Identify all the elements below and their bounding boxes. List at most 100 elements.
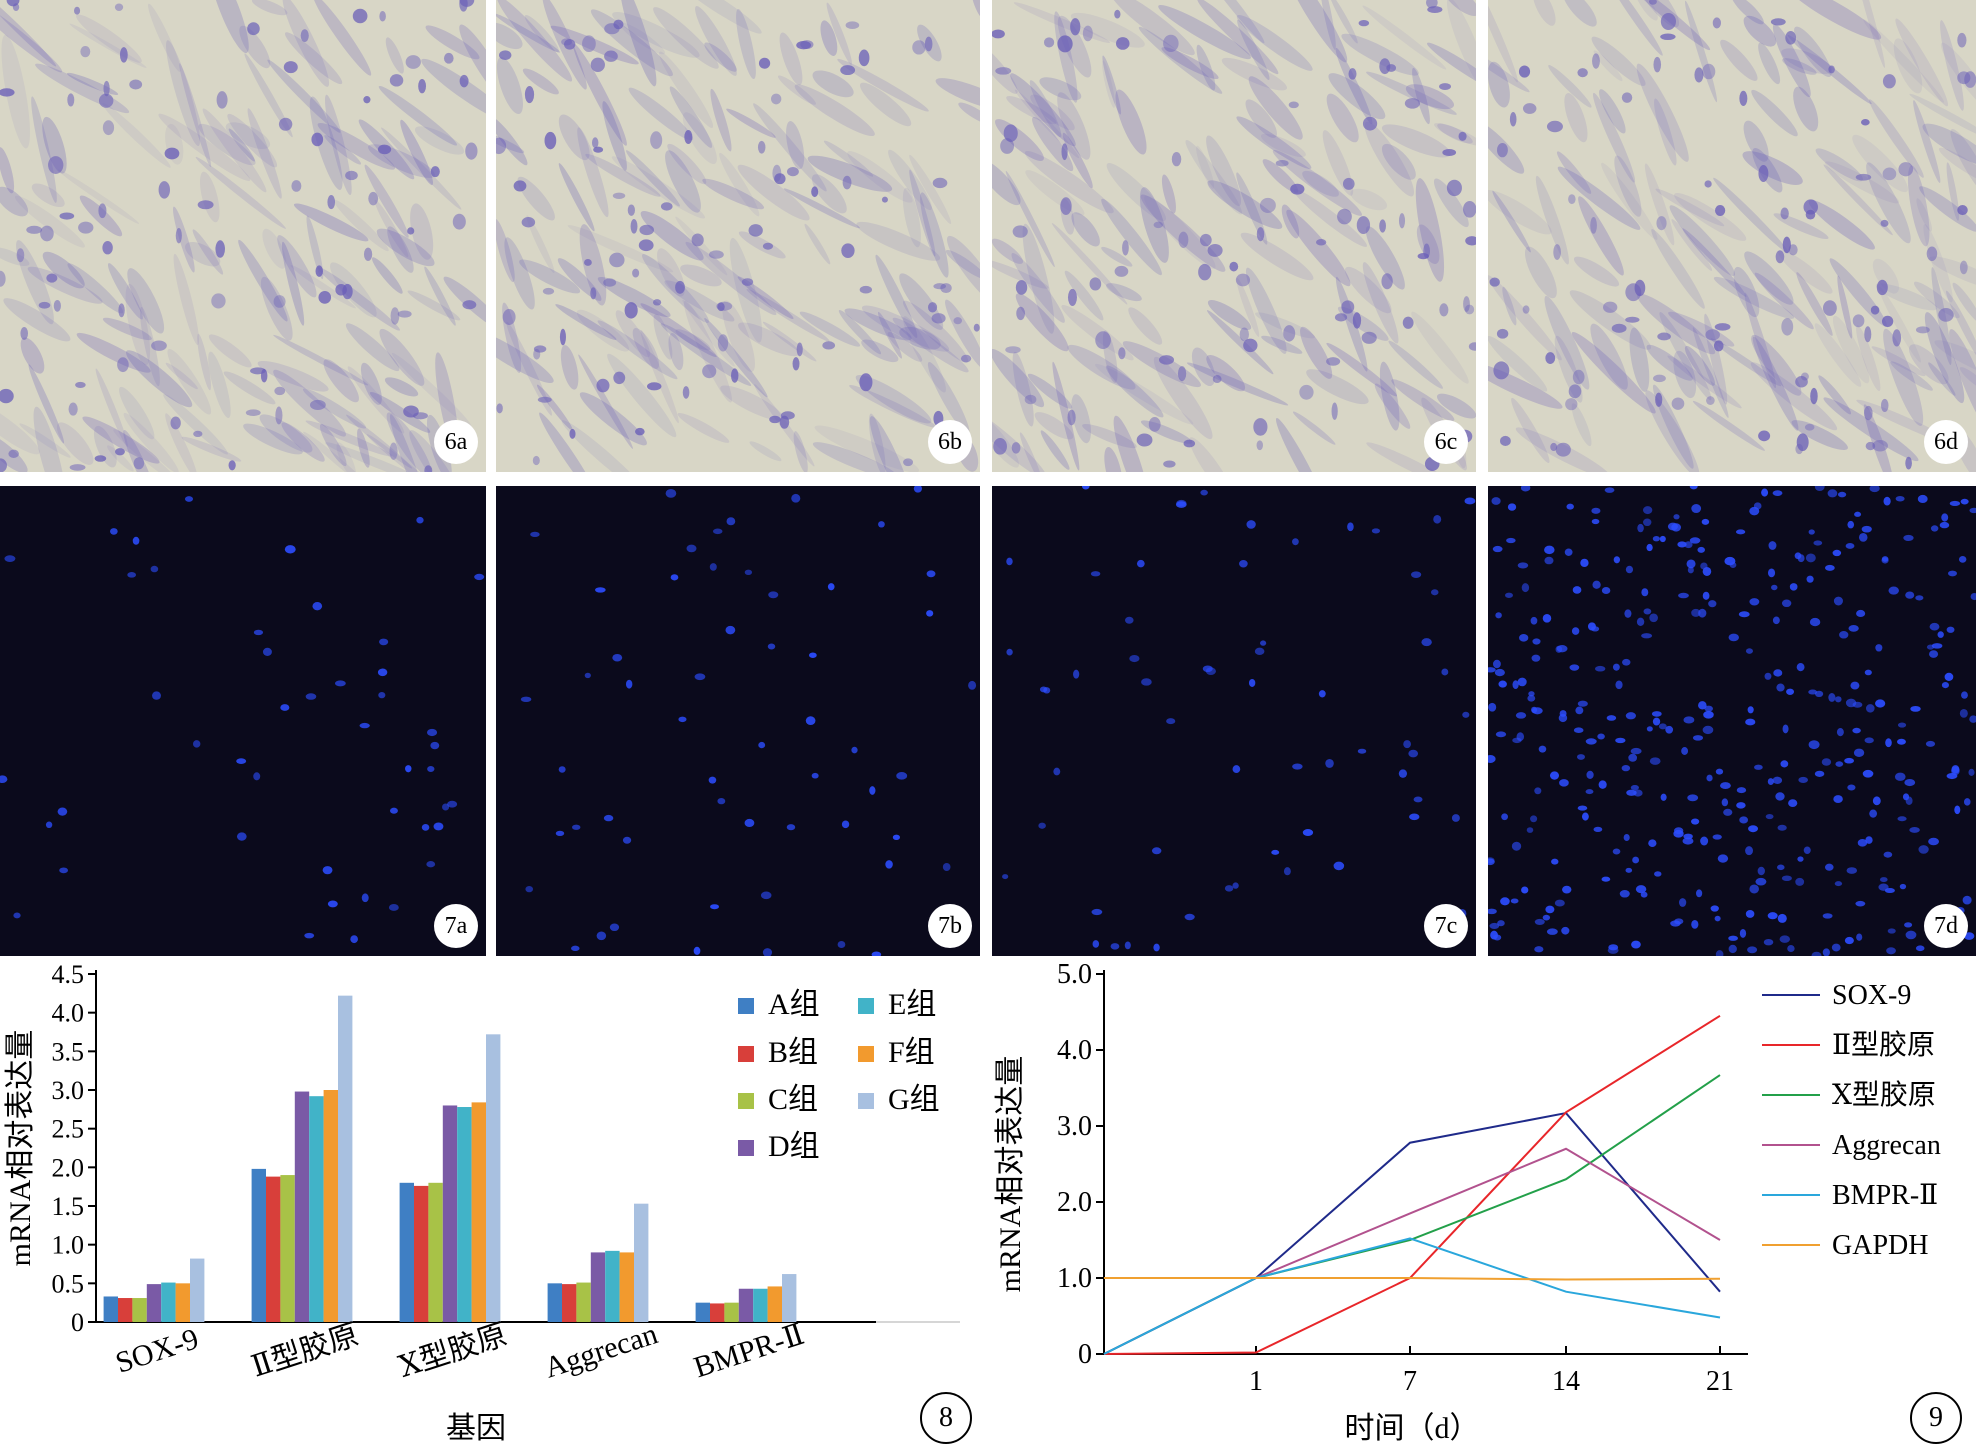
stained-nucleus xyxy=(1861,119,1870,126)
stained-fiber xyxy=(1185,140,1243,215)
stained-fiber xyxy=(1808,199,1875,250)
stained-fiber xyxy=(1362,262,1399,344)
fluor-panel-7a: 7a xyxy=(0,486,486,956)
bar xyxy=(486,1034,501,1322)
fluorescent-nucleus xyxy=(744,569,753,575)
stained-nucleus xyxy=(119,47,128,63)
stained-fiber xyxy=(67,263,124,314)
stained-fiber xyxy=(347,366,405,434)
stained-fiber xyxy=(273,334,369,386)
stained-fiber xyxy=(1720,39,1758,81)
stained-nucleus xyxy=(1621,92,1633,103)
stained-fiber xyxy=(1411,311,1469,384)
fluorescent-nucleus xyxy=(1864,669,1872,676)
fluorescent-nucleus xyxy=(1413,796,1423,803)
stained-fiber xyxy=(1024,150,1114,214)
stained-fiber xyxy=(1262,159,1299,193)
fluorescent-nucleus xyxy=(1814,770,1825,777)
stained-fiber xyxy=(1434,123,1476,146)
stained-fiber xyxy=(1236,172,1268,245)
stained-fiber xyxy=(1381,124,1451,158)
stained-fiber xyxy=(119,386,155,440)
stained-nucleus xyxy=(452,213,466,230)
stained-nucleus xyxy=(38,301,51,309)
stained-nucleus xyxy=(1795,376,1808,388)
stained-fiber xyxy=(558,163,595,232)
stained-fiber xyxy=(369,391,431,433)
stained-fiber xyxy=(1206,310,1274,375)
stained-fiber xyxy=(737,164,810,221)
stained-fiber xyxy=(125,283,151,366)
stained-nucleus xyxy=(74,6,81,15)
fluorescent-nucleus xyxy=(1813,540,1823,546)
stained-fiber xyxy=(1153,356,1213,440)
stained-fiber xyxy=(1578,196,1624,276)
bar xyxy=(414,1185,429,1322)
stained-fiber xyxy=(1106,163,1166,222)
stained-nucleus xyxy=(1003,124,1018,143)
stained-fiber xyxy=(198,123,256,166)
fluorescent-nucleus xyxy=(1517,562,1529,569)
stained-fiber xyxy=(1427,42,1476,94)
stained-fiber xyxy=(251,0,288,16)
stained-fiber xyxy=(1197,0,1279,75)
stained-fiber xyxy=(496,329,554,383)
stained-fiber xyxy=(306,215,324,280)
stained-nucleus xyxy=(1171,152,1182,167)
fluorescent-nucleus xyxy=(1835,696,1842,703)
stained-fiber xyxy=(360,362,382,405)
stained-fiber xyxy=(762,321,817,362)
fluorescent-nucleus xyxy=(1735,529,1746,535)
fluorescent-nucleus xyxy=(1677,541,1687,548)
stained-nucleus xyxy=(1439,303,1449,317)
stained-nucleus xyxy=(582,35,596,53)
fluorescent-nucleus xyxy=(1772,616,1780,625)
fluorescent-nucleus xyxy=(59,867,69,874)
fluorescent-nucleus xyxy=(726,517,736,526)
stained-fiber xyxy=(1196,44,1216,91)
stained-nucleus xyxy=(1500,435,1511,447)
fluorescent-nucleus xyxy=(1721,798,1729,807)
stained-nucleus xyxy=(993,438,1007,455)
fluorescent-nucleus xyxy=(1869,809,1878,818)
fluorescent-nucleus xyxy=(1905,796,1913,806)
stained-fiber xyxy=(1562,0,1597,27)
fluorescent-nucleus xyxy=(1006,557,1013,566)
fluorescent-nucleus xyxy=(1862,769,1874,778)
fluorescent-nucleus xyxy=(1606,715,1617,721)
stained-fiber xyxy=(192,229,224,275)
fluorescent-nucleus xyxy=(1712,834,1722,840)
stained-nucleus xyxy=(1882,167,1897,181)
stained-nucleus xyxy=(1212,375,1222,384)
fluorescent-nucleus xyxy=(1489,922,1500,930)
stained-nucleus xyxy=(731,368,739,383)
stained-fiber xyxy=(364,164,409,238)
fluorescent-nucleus xyxy=(1697,546,1705,553)
fluorescent-nucleus xyxy=(1532,638,1541,645)
stained-fiber xyxy=(576,309,629,352)
stained-fiber xyxy=(859,82,912,127)
stained-fiber xyxy=(0,186,29,217)
stained-nucleus xyxy=(1114,265,1129,277)
fluorescent-nucleus xyxy=(388,904,399,911)
x-tick-label: Aggrecan xyxy=(541,1317,662,1384)
stained-nucleus xyxy=(1493,361,1510,380)
stained-fiber xyxy=(1326,342,1397,397)
fluorescent-nucleus xyxy=(791,493,801,503)
stained-nucleus xyxy=(315,265,323,277)
fluorescent-nucleus xyxy=(1512,680,1519,690)
fluorescent-nucleus xyxy=(1895,495,1905,502)
stained-nucleus xyxy=(103,80,110,97)
stained-nucleus xyxy=(973,323,980,332)
stained-fiber xyxy=(1057,92,1091,160)
stained-nucleus xyxy=(1464,304,1475,315)
x-tick-label: 21 xyxy=(1706,1366,1734,1397)
stain-micrograph xyxy=(1488,0,1976,472)
fluorescent-nucleus xyxy=(1302,829,1314,837)
fluorescent-nucleus xyxy=(1660,793,1667,801)
fluorescent-nucleus xyxy=(1917,494,1928,504)
fluorescent-nucleus xyxy=(1803,846,1811,855)
stained-fiber xyxy=(1916,198,1933,232)
stained-fiber xyxy=(1713,276,1795,319)
fluorescent-nucleus xyxy=(1788,799,1798,808)
